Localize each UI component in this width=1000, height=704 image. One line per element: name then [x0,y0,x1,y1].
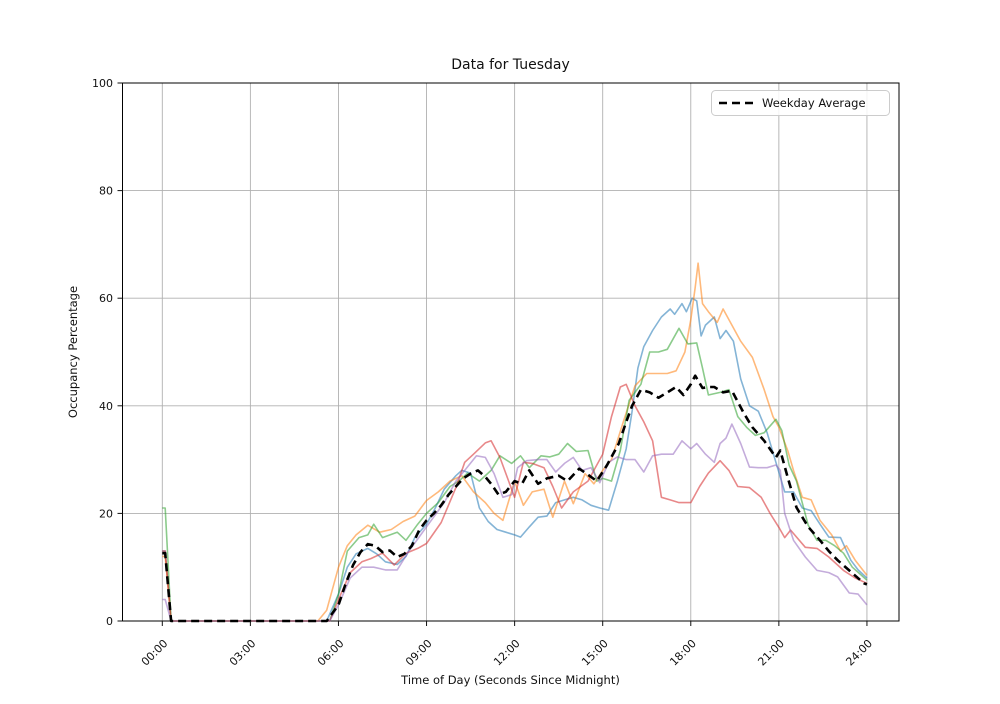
legend: Weekday Average [711,90,890,116]
y-tick-label: 60 [99,292,113,305]
chart-title: Data for Tuesday [451,57,570,73]
x-axis-label: Time of Day (Seconds Since Midnight) [400,673,620,687]
y-tick-label: 20 [99,507,113,520]
x-tick-label: 24:00 [843,637,875,669]
y-tick-label: 80 [99,185,113,198]
gridlines [122,82,899,622]
line-series-2 [162,262,868,622]
y-tick-label: 40 [99,400,113,413]
line-series-1 [162,297,868,622]
x-tick-label: 09:00 [403,637,435,669]
x-tick-label: 03:00 [227,637,259,669]
plot-border [122,82,900,622]
x-tick-label: 06:00 [315,637,347,669]
y-tick-label: 0 [106,615,113,628]
legend-label: Weekday Average [762,96,866,110]
x-tick-label: 18:00 [667,637,699,669]
y-axis-label: Occupancy Percentage [66,286,80,418]
axis-ticks: 00:00 03:00 06:00 09:00 12:00 15:00 18:00 21:00… [92,77,875,669]
legend-box [711,90,890,116]
x-tick-label: 21:00 [755,637,787,669]
line-series-3 [162,327,868,622]
y-tick-label: 100 [92,77,113,90]
x-tick-label: 00:00 [139,637,171,669]
line-weekday-average [162,374,868,623]
x-tick-label: 15:00 [579,637,611,669]
x-tick-label: 12:00 [491,637,523,669]
series-lines [162,262,868,623]
